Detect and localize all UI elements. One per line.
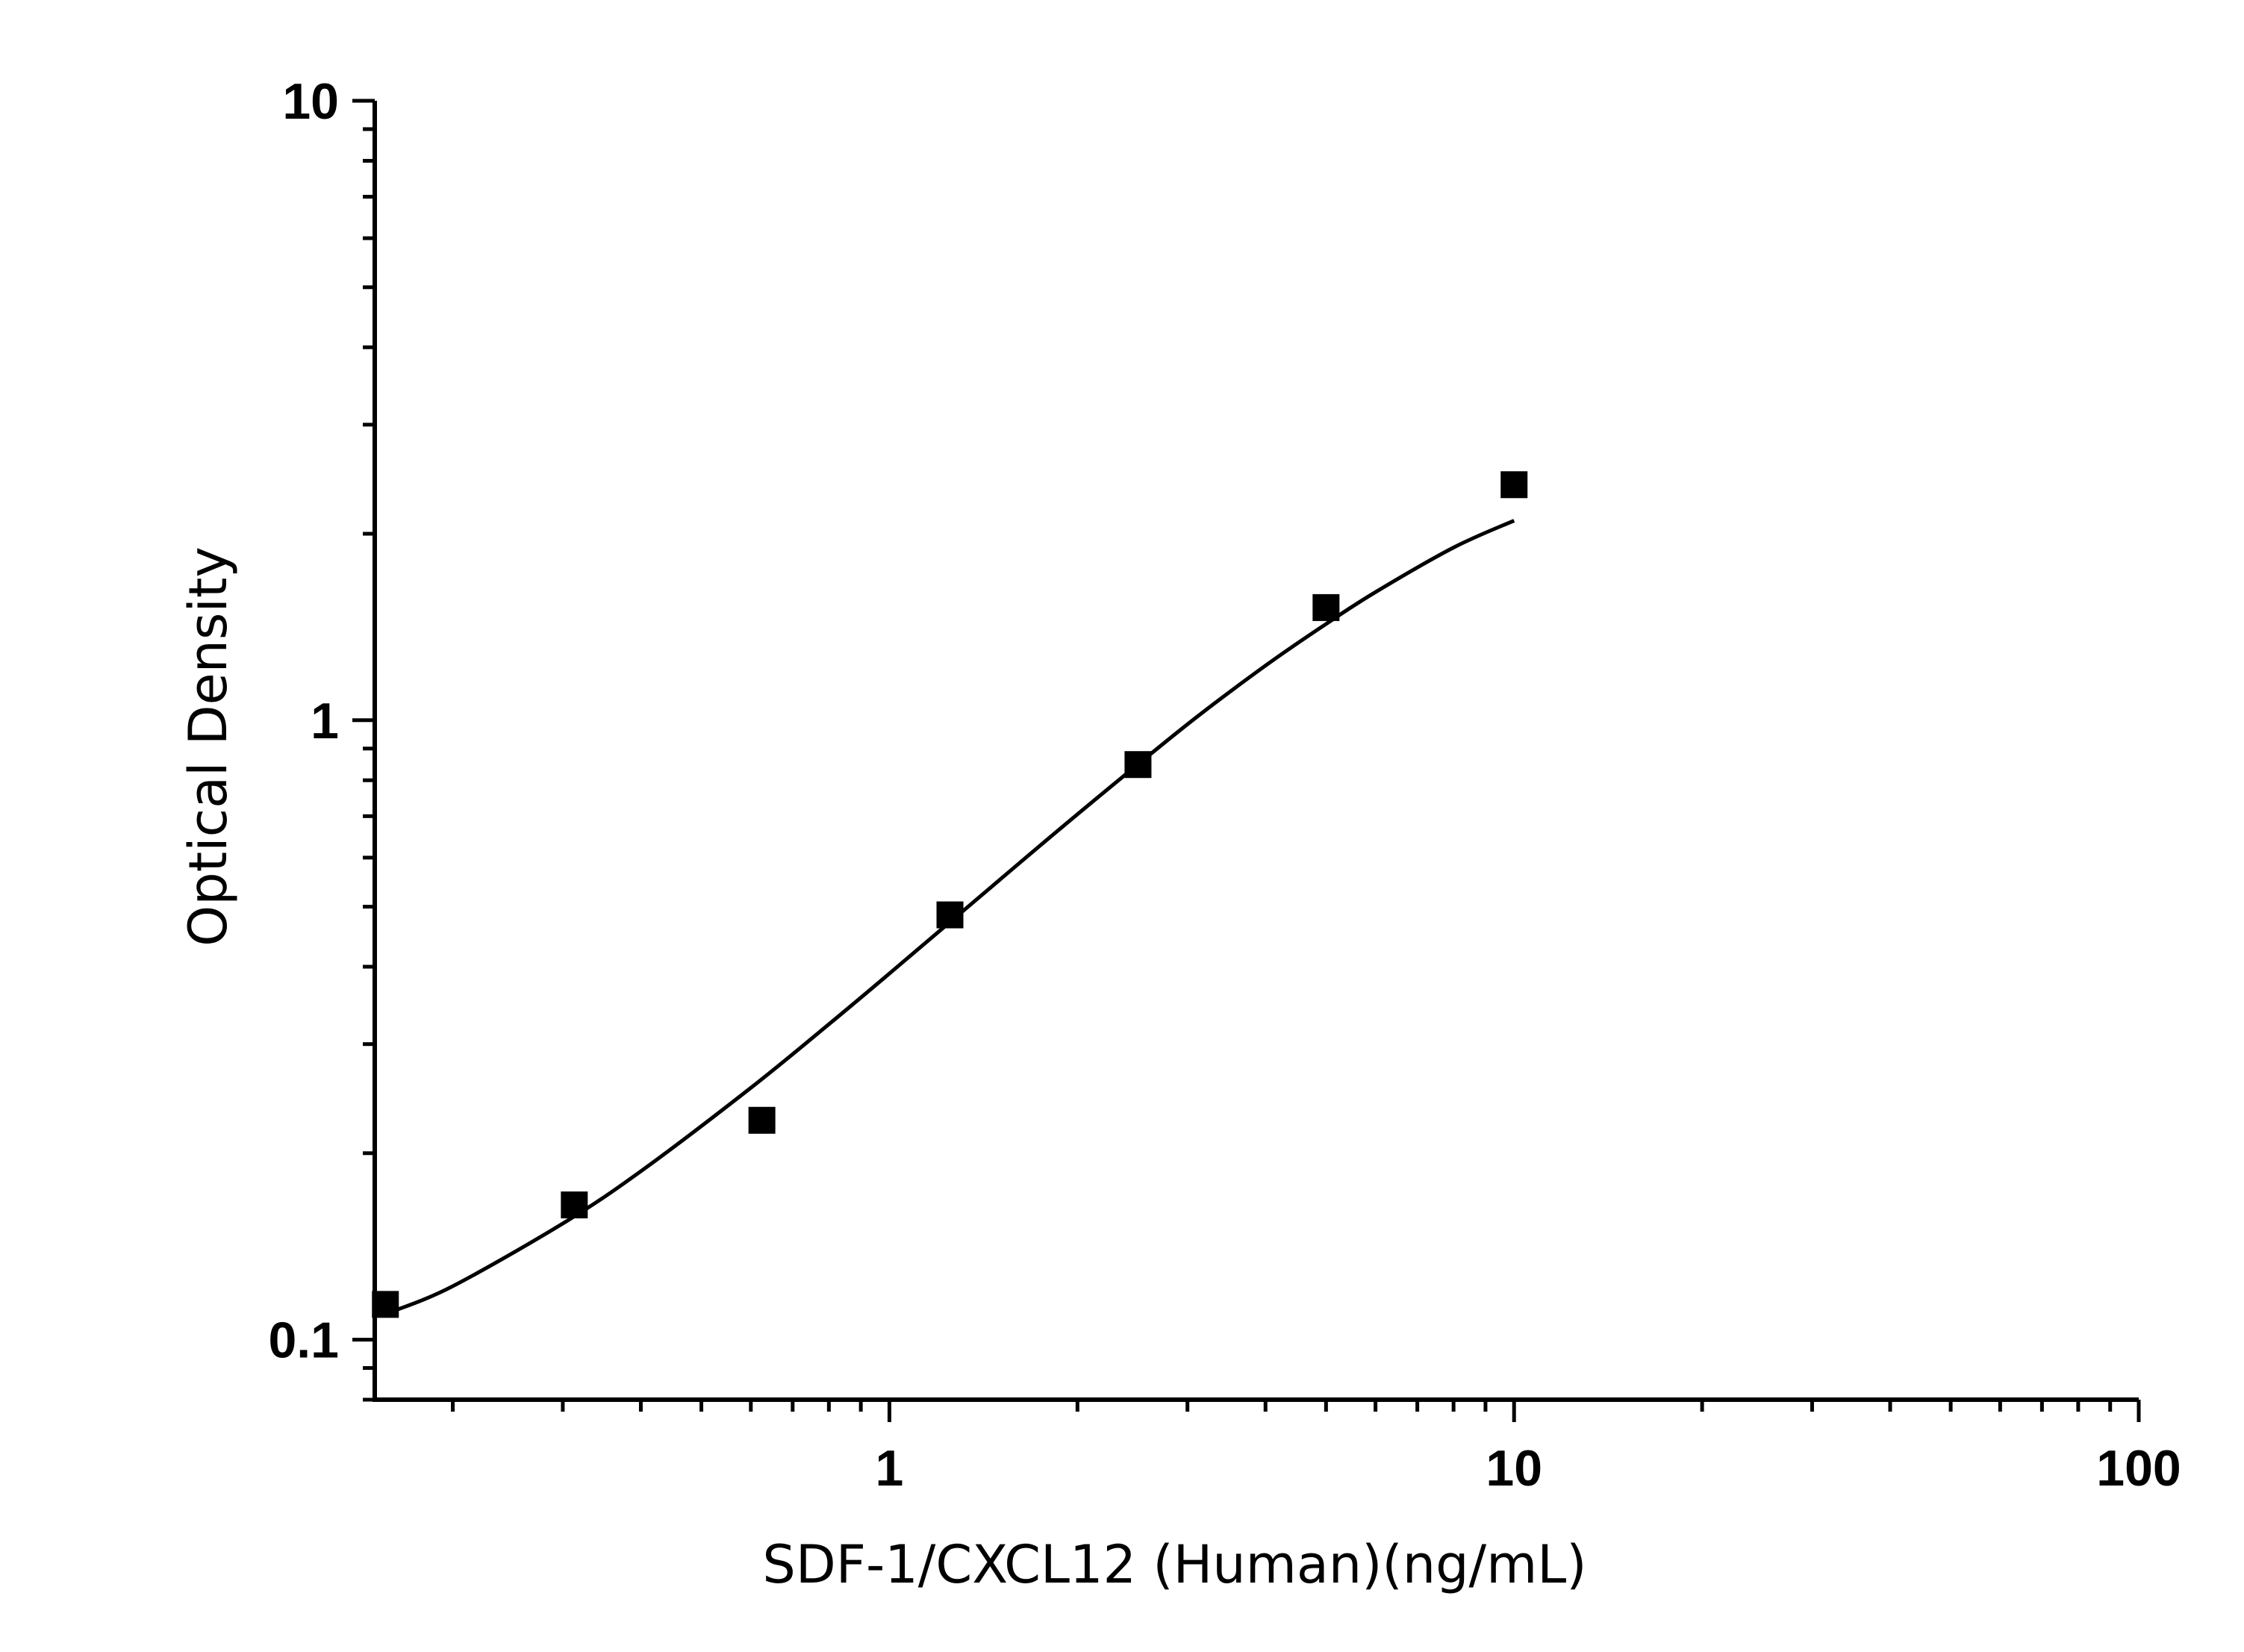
- y-tick-label: 1: [311, 693, 339, 749]
- data-point-marker: [1312, 593, 1340, 621]
- x-tick-label: 1: [876, 1440, 904, 1497]
- y-axis-major-ticks: [352, 99, 375, 1342]
- y-tick-label: 0.1: [268, 1312, 339, 1369]
- x-tick-label: 100: [2096, 1440, 2181, 1497]
- x-axis-major-ticks: [887, 1400, 2141, 1422]
- y-axis-tick-labels: 0.1 1 10: [268, 73, 339, 1369]
- x-axis-title: SDF-1/CXCL12 (Human)(ng/mL): [762, 1534, 1586, 1595]
- x-axis-tick-labels: 1 10 100: [876, 1440, 2181, 1497]
- data-point-marker: [936, 901, 964, 929]
- data-point-marker: [1124, 751, 1152, 779]
- data-point-marker: [372, 1291, 399, 1318]
- y-axis-title: Optical Density: [178, 546, 239, 947]
- data-points: [372, 471, 1528, 1318]
- y-tick-label: 10: [282, 73, 339, 130]
- data-point-marker: [1500, 471, 1528, 499]
- x-tick-label: 10: [1486, 1440, 1542, 1497]
- data-point-marker: [748, 1106, 776, 1134]
- data-point-marker: [561, 1191, 588, 1219]
